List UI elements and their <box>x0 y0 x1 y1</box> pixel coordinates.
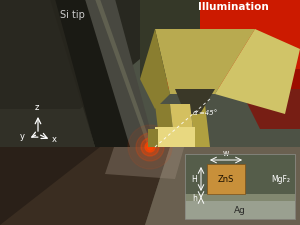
Polygon shape <box>148 129 158 147</box>
Polygon shape <box>0 0 95 147</box>
Polygon shape <box>140 0 200 80</box>
Polygon shape <box>175 90 215 115</box>
Polygon shape <box>140 30 170 110</box>
Text: MgF₂: MgF₂ <box>271 175 290 184</box>
Text: Ag: Ag <box>234 206 246 215</box>
Polygon shape <box>170 105 195 147</box>
Polygon shape <box>105 144 185 179</box>
Circle shape <box>145 142 155 152</box>
Polygon shape <box>50 0 150 147</box>
Polygon shape <box>155 127 195 147</box>
Polygon shape <box>190 105 210 147</box>
Polygon shape <box>215 30 300 115</box>
Polygon shape <box>155 105 175 147</box>
Polygon shape <box>95 0 152 147</box>
Polygon shape <box>0 0 140 110</box>
Text: H: H <box>191 175 197 184</box>
Bar <box>185 154 295 219</box>
Polygon shape <box>165 0 300 90</box>
Bar <box>185 194 295 201</box>
Polygon shape <box>230 70 300 129</box>
Text: y: y <box>20 131 25 140</box>
Text: Illumination: Illumination <box>198 2 269 12</box>
Bar <box>185 201 295 219</box>
Polygon shape <box>145 147 300 225</box>
Circle shape <box>136 133 164 161</box>
Text: Si tip: Si tip <box>60 10 85 20</box>
Circle shape <box>128 126 172 169</box>
Polygon shape <box>0 147 170 225</box>
Circle shape <box>147 144 153 150</box>
Text: ZnS: ZnS <box>218 175 234 184</box>
Polygon shape <box>155 30 255 94</box>
Bar <box>185 154 295 219</box>
Text: αʼ=45°: αʼ=45° <box>193 110 218 115</box>
Text: h: h <box>192 193 197 202</box>
Polygon shape <box>0 147 170 225</box>
Text: x: x <box>52 134 57 143</box>
Polygon shape <box>85 0 155 147</box>
Circle shape <box>141 138 159 156</box>
Text: w: w <box>223 148 229 157</box>
Text: z: z <box>35 103 39 112</box>
Bar <box>207 164 245 194</box>
